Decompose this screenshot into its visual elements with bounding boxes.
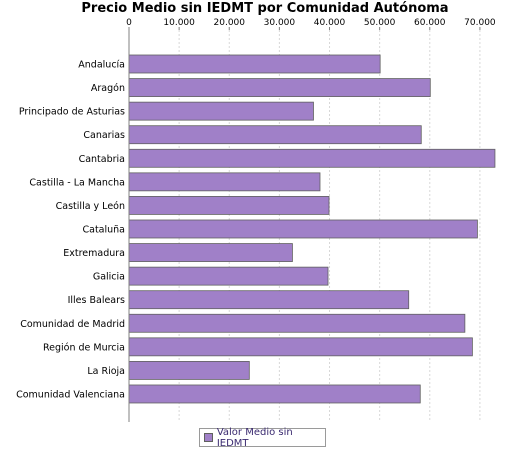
category-label: Principado de Asturias — [19, 107, 125, 118]
category-labels: Andalucía Aragón Principado de Asturias Can… — [16, 60, 125, 401]
x-tick-label: 70.000 — [464, 18, 496, 28]
bar — [128, 125, 422, 145]
bar — [128, 243, 293, 262]
bar — [128, 361, 250, 380]
category-label: Cataluña — [82, 224, 125, 235]
bar — [128, 266, 329, 286]
bar — [128, 78, 431, 97]
bar — [128, 101, 314, 121]
bar — [128, 337, 473, 357]
bar — [128, 196, 330, 215]
x-axis-ticks: 0 10.000 20.000 30.000 40.000 50.000 60.000 70.… — [126, 18, 496, 30]
category-label: Comunidad de Madrid — [20, 319, 125, 330]
x-tick-label: 0 — [126, 18, 132, 28]
category-label: Castilla - La Mancha — [29, 177, 125, 188]
category-label: Canarias — [83, 130, 125, 141]
x-tick-label: 10.000 — [163, 18, 195, 28]
category-label: Illes Balears — [68, 295, 125, 306]
x-tick-label: 30.000 — [264, 18, 296, 28]
bar — [128, 148, 496, 168]
x-tick-label: 60.000 — [414, 18, 446, 28]
legend-label: Valor Medio sin IEDMT — [216, 426, 293, 449]
bar — [128, 290, 410, 310]
bar — [128, 313, 466, 333]
category-label: Aragón — [91, 83, 125, 94]
bar — [128, 172, 321, 192]
category-label: Castilla y León — [56, 201, 125, 212]
legend-swatch — [204, 433, 213, 442]
category-label: La Rioja — [87, 366, 125, 377]
bars — [128, 54, 496, 404]
category-label: Andalucía — [78, 60, 125, 71]
category-label: Galicia — [93, 272, 125, 283]
legend: Valor Medio sin IEDMT — [199, 426, 326, 449]
chart-title: Precio Medio sin IEDMT por Comunidad Aut… — [81, 1, 448, 16]
category-label: Comunidad Valenciana — [16, 389, 125, 400]
bar — [128, 219, 478, 239]
category-label: Cantabria — [79, 154, 125, 165]
bar — [128, 384, 421, 404]
x-tick-label: 50.000 — [364, 18, 396, 28]
x-tick-label: 20.000 — [214, 18, 246, 28]
category-label: Extremadura — [63, 248, 125, 259]
x-tick-label: 40.000 — [314, 18, 346, 28]
category-label: Región de Murcia — [43, 342, 125, 353]
bar — [128, 54, 381, 74]
